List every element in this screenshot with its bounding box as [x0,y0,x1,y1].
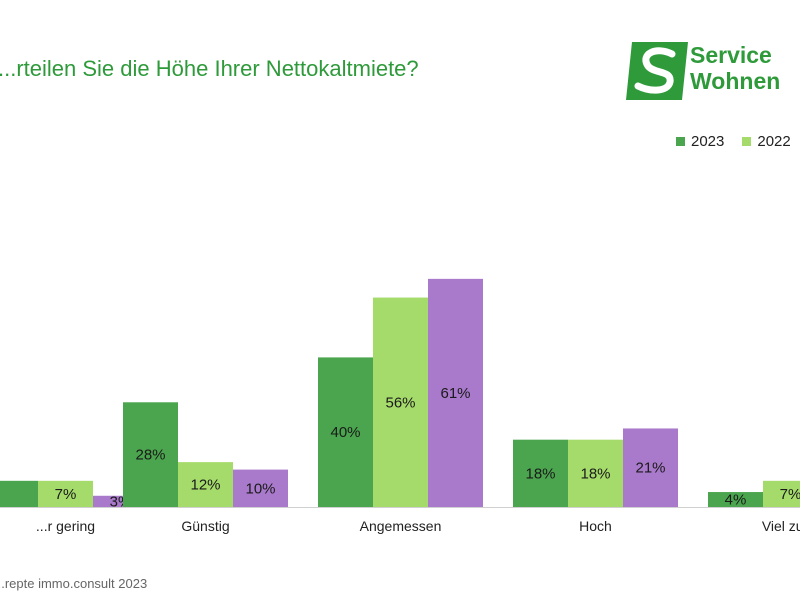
legend-item-2023: 2023 [676,133,724,150]
bar-2023-0 [0,480,38,507]
category-label: Viel zu ... [762,518,800,534]
bar-2022-3 [568,439,623,507]
data-label: 12% [190,477,220,494]
data-label: 7% [55,486,77,503]
bar-2023-1 [123,402,178,507]
bar-series2-0 [93,495,148,507]
data-label: 40% [330,424,360,441]
bar-2023-2 [318,357,373,507]
data-label: 61% [440,385,470,402]
data-label: 56% [385,394,415,411]
bar-series2-3 [623,428,678,507]
bar-series2-1 [233,469,288,507]
logo-text-line1: Service [690,42,772,68]
bar-series2-2 [428,278,483,507]
data-label: 28% [135,447,165,464]
category-label: Angemessen [360,518,442,534]
bar-2022-0 [38,480,93,507]
bar-2023-3 [513,439,568,507]
data-label: 18% [580,465,610,482]
bar-2022-2 [373,297,428,507]
category-label: Hoch [579,518,612,534]
bar-2022-1 [178,462,233,507]
legend-label-2022: 2022 [757,133,791,150]
category-label: Günstig [181,518,229,534]
legend-swatch-2023 [676,137,685,146]
chart-legend: 2023 2022 [676,133,791,150]
data-label: 10% [245,480,275,497]
legend-label-2023: 2023 [691,133,725,150]
data-label: 7% [780,486,800,503]
service-wohnen-logo [626,42,688,100]
legend-swatch-2022 [742,137,752,146]
bar-2022-4 [763,480,800,507]
bar-2023-4 [708,492,763,507]
legend-item-2022: 2022 [742,133,791,150]
category-label: ...r gering [36,518,95,534]
data-label: 21% [635,460,665,477]
chart-title: ...rteilen Sie die Höhe Ihrer Nettokaltm… [0,56,419,81]
data-label: 18% [525,465,555,482]
source-note: ...repte immo.consult 2023 [0,576,148,591]
logo-text-line2: Wohnen [690,68,781,94]
data-label: 4% [725,492,747,509]
